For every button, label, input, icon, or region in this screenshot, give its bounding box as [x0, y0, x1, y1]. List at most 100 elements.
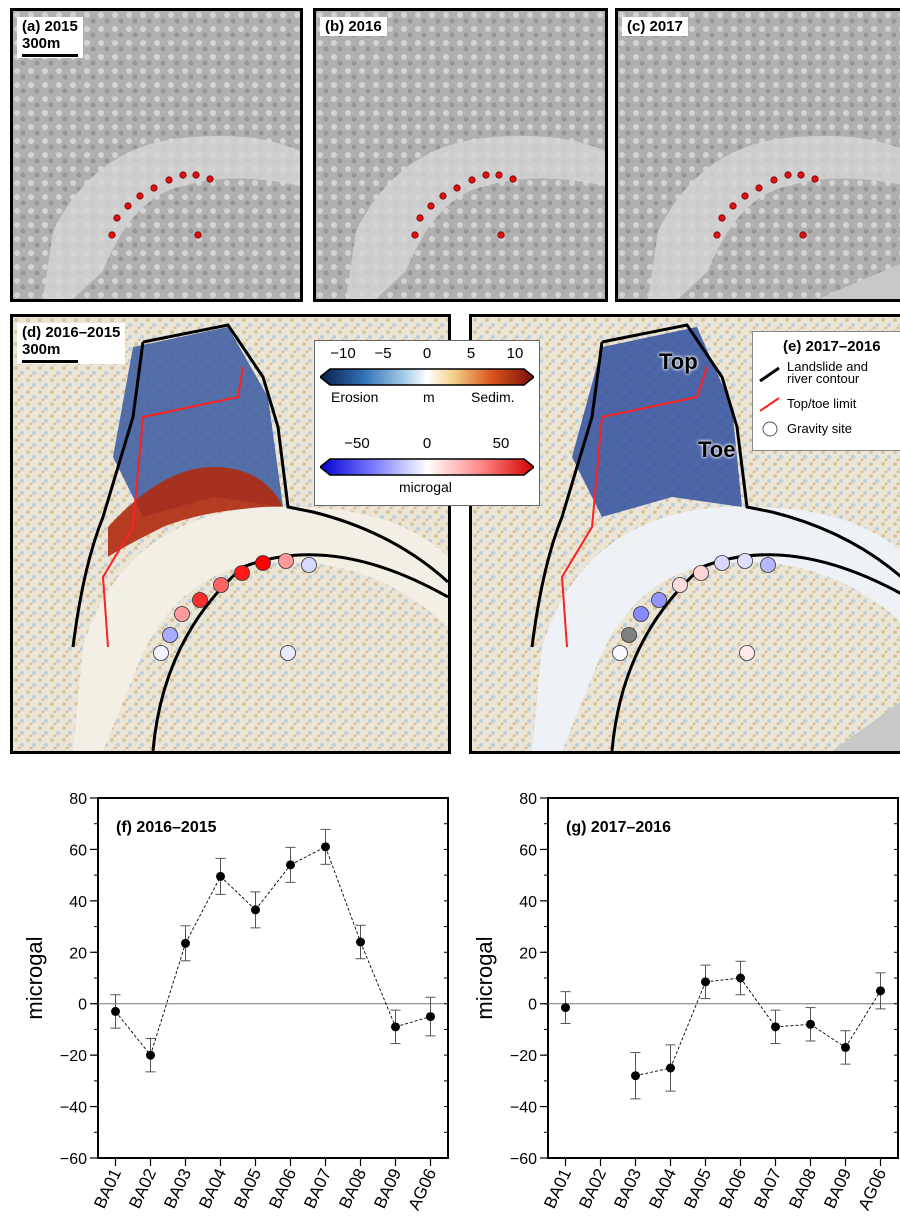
river-band-b — [346, 135, 605, 299]
x-tick-label: BA04 — [645, 1166, 680, 1212]
gravity-point — [497, 231, 505, 239]
series-connector — [290, 846, 326, 866]
gravity-point — [718, 214, 726, 222]
gravity-site — [621, 627, 637, 643]
gravity-point — [770, 176, 778, 184]
panel-d-label: (d) 2016–2015 300m — [17, 323, 126, 364]
gravity-site — [278, 553, 294, 569]
gravity-site — [162, 627, 178, 643]
series-connector — [705, 977, 741, 983]
gravity-point — [411, 231, 419, 239]
elev-left-word: Erosion — [331, 389, 379, 405]
legend-limit-swatch — [759, 397, 780, 412]
data-point — [146, 1050, 155, 1060]
scale-text-a: 300m — [22, 35, 61, 52]
data-point — [111, 1006, 120, 1016]
plot-frame — [97, 797, 449, 1159]
y-tick-label: 20 — [519, 945, 537, 962]
series-connector — [740, 977, 776, 1028]
elev-tick-2: −5 — [374, 345, 392, 362]
data-point — [251, 905, 260, 915]
legend-contour-line2: river contour — [787, 371, 860, 386]
top-toe-limit-e — [560, 366, 708, 648]
y-tick-label: 0 — [528, 997, 537, 1014]
x-tick-label: BA09 — [820, 1166, 855, 1212]
data-point — [631, 1071, 640, 1081]
gravity-site — [612, 645, 628, 661]
map-panel-e: Top Toe (e) 2017–2016 Landslide and rive… — [469, 314, 900, 754]
panel-c-label: (c) 2017 — [622, 17, 688, 36]
panel-e-label: (e) 2017–2016 — [783, 338, 881, 355]
y-tick-label: −20 — [60, 1048, 87, 1065]
map-panel-b: (b) 2016 — [313, 8, 608, 302]
x-tick-label: BA06 — [265, 1166, 300, 1212]
gravity-site — [153, 645, 169, 661]
top-toe-limit-d — [101, 366, 244, 648]
elev-tick-4: 5 — [466, 345, 476, 362]
y-tick-label: 60 — [519, 842, 537, 859]
map-panel-c: (c) 2017 — [615, 8, 900, 302]
data-point — [701, 977, 710, 987]
legend-site: Gravity site — [787, 421, 853, 436]
gravity-colorbar — [320, 458, 534, 476]
elev-mid-word: m — [423, 389, 435, 405]
gravity-point — [468, 176, 476, 184]
grav-tick-1: −50 — [344, 435, 370, 452]
hillshade-c — [618, 11, 900, 299]
y-tick-label: −60 — [510, 1151, 537, 1168]
grav-tick-2: 0 — [422, 435, 432, 452]
data-point — [806, 1019, 815, 1029]
chart-title: (f) 2016–2015 — [116, 819, 217, 836]
data-point — [181, 938, 190, 948]
gravity-point — [179, 171, 187, 179]
gravity-site — [672, 577, 688, 593]
river-band-a — [43, 135, 300, 299]
legend-contour-swatch — [759, 366, 780, 382]
gravity-point — [453, 184, 461, 192]
gravity-site — [633, 606, 649, 622]
y-axis-label: microgal — [22, 936, 47, 1019]
series-connector — [670, 981, 706, 1069]
series-connector — [395, 1016, 431, 1028]
x-tick-label: BA08 — [335, 1166, 370, 1212]
data-point — [426, 1012, 435, 1022]
data-point — [666, 1063, 675, 1073]
data-point — [876, 986, 885, 996]
data-point — [216, 871, 225, 881]
landslide-sediment-d — [108, 467, 288, 557]
river-band-e — [532, 506, 900, 751]
gravity-point — [741, 192, 749, 200]
legend-contour-line1: Landslide and — [787, 359, 868, 374]
data-point — [286, 860, 295, 870]
elev-tick-1: −10 — [330, 345, 356, 362]
x-tick-label: BA05 — [230, 1166, 265, 1212]
landslide-erosion-e — [572, 327, 742, 517]
y-tick-label: −40 — [510, 1100, 537, 1117]
gravity-point — [136, 192, 144, 200]
gravity-point — [755, 184, 763, 192]
elevation-change-e — [472, 317, 900, 751]
data-point — [841, 1042, 850, 1052]
data-point — [736, 973, 745, 983]
y-tick-label: 80 — [519, 792, 537, 808]
series-connector — [360, 941, 396, 1028]
gravity-site — [213, 577, 229, 593]
gravity-point — [194, 231, 202, 239]
legend-site-swatch — [762, 421, 778, 437]
y-tick-label: 60 — [69, 842, 87, 859]
data-point — [321, 842, 330, 852]
gravity-sites-e — [612, 553, 776, 661]
gravity-site — [234, 565, 250, 581]
river-band-d — [73, 506, 448, 751]
map-legend: (e) 2017–2016 Landslide and river contou… — [752, 331, 900, 451]
colorbar-box: −10 −5 0 5 10 Erosion m Sedim. −50 0 — [314, 340, 540, 506]
gravity-point — [495, 171, 503, 179]
grav-tick-3: 50 — [492, 435, 510, 452]
plot-frame — [547, 797, 899, 1159]
legend-limit: Top/toe limit — [787, 396, 857, 411]
nodata-corner-e — [832, 702, 900, 751]
x-tick-label: BA08 — [785, 1166, 820, 1212]
y-tick-label: −20 — [510, 1048, 537, 1065]
grav-unit: microgal — [399, 479, 452, 495]
x-tick-label: BA07 — [300, 1166, 335, 1212]
